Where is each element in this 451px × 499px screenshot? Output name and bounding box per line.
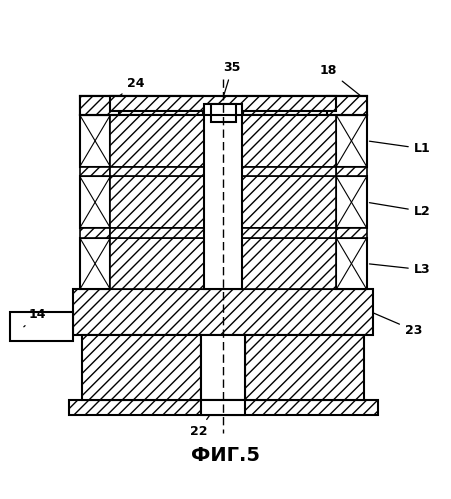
Bar (110, 115, 204, 167)
Bar (10, 312, 73, 341)
Bar (336, 177, 367, 228)
Bar (80, 238, 110, 289)
Bar (336, 228, 367, 238)
Text: ФИГ.5: ФИГ.5 (191, 446, 260, 465)
Bar (204, 104, 242, 289)
Bar (242, 115, 336, 167)
Bar (242, 177, 336, 228)
Text: 35: 35 (224, 61, 241, 94)
Text: 18: 18 (320, 64, 360, 95)
Bar (80, 96, 203, 115)
Bar (201, 335, 245, 400)
Bar (80, 115, 110, 167)
Bar (110, 167, 204, 177)
Bar (80, 96, 119, 115)
Text: 14: 14 (24, 308, 46, 327)
Bar (336, 115, 367, 167)
Bar (327, 96, 367, 115)
Bar (211, 104, 235, 122)
Bar (242, 167, 336, 177)
Text: 22: 22 (190, 411, 213, 438)
Text: L1: L1 (369, 141, 431, 155)
Bar (82, 335, 201, 400)
Bar (336, 238, 367, 289)
Bar (80, 167, 110, 177)
Text: L3: L3 (369, 263, 430, 276)
Bar (73, 289, 373, 335)
Bar (244, 96, 367, 115)
Bar (110, 228, 204, 238)
Bar (245, 335, 364, 400)
Bar (242, 228, 336, 238)
Bar (110, 177, 204, 228)
Bar (80, 177, 110, 228)
Bar (336, 167, 367, 177)
Bar (201, 400, 245, 415)
Bar (80, 228, 110, 238)
Bar (110, 238, 204, 289)
Text: 24: 24 (117, 77, 145, 98)
Bar (69, 400, 378, 415)
Bar (110, 96, 336, 111)
Bar (242, 238, 336, 289)
Text: L2: L2 (369, 203, 431, 218)
Text: 23: 23 (374, 313, 422, 337)
